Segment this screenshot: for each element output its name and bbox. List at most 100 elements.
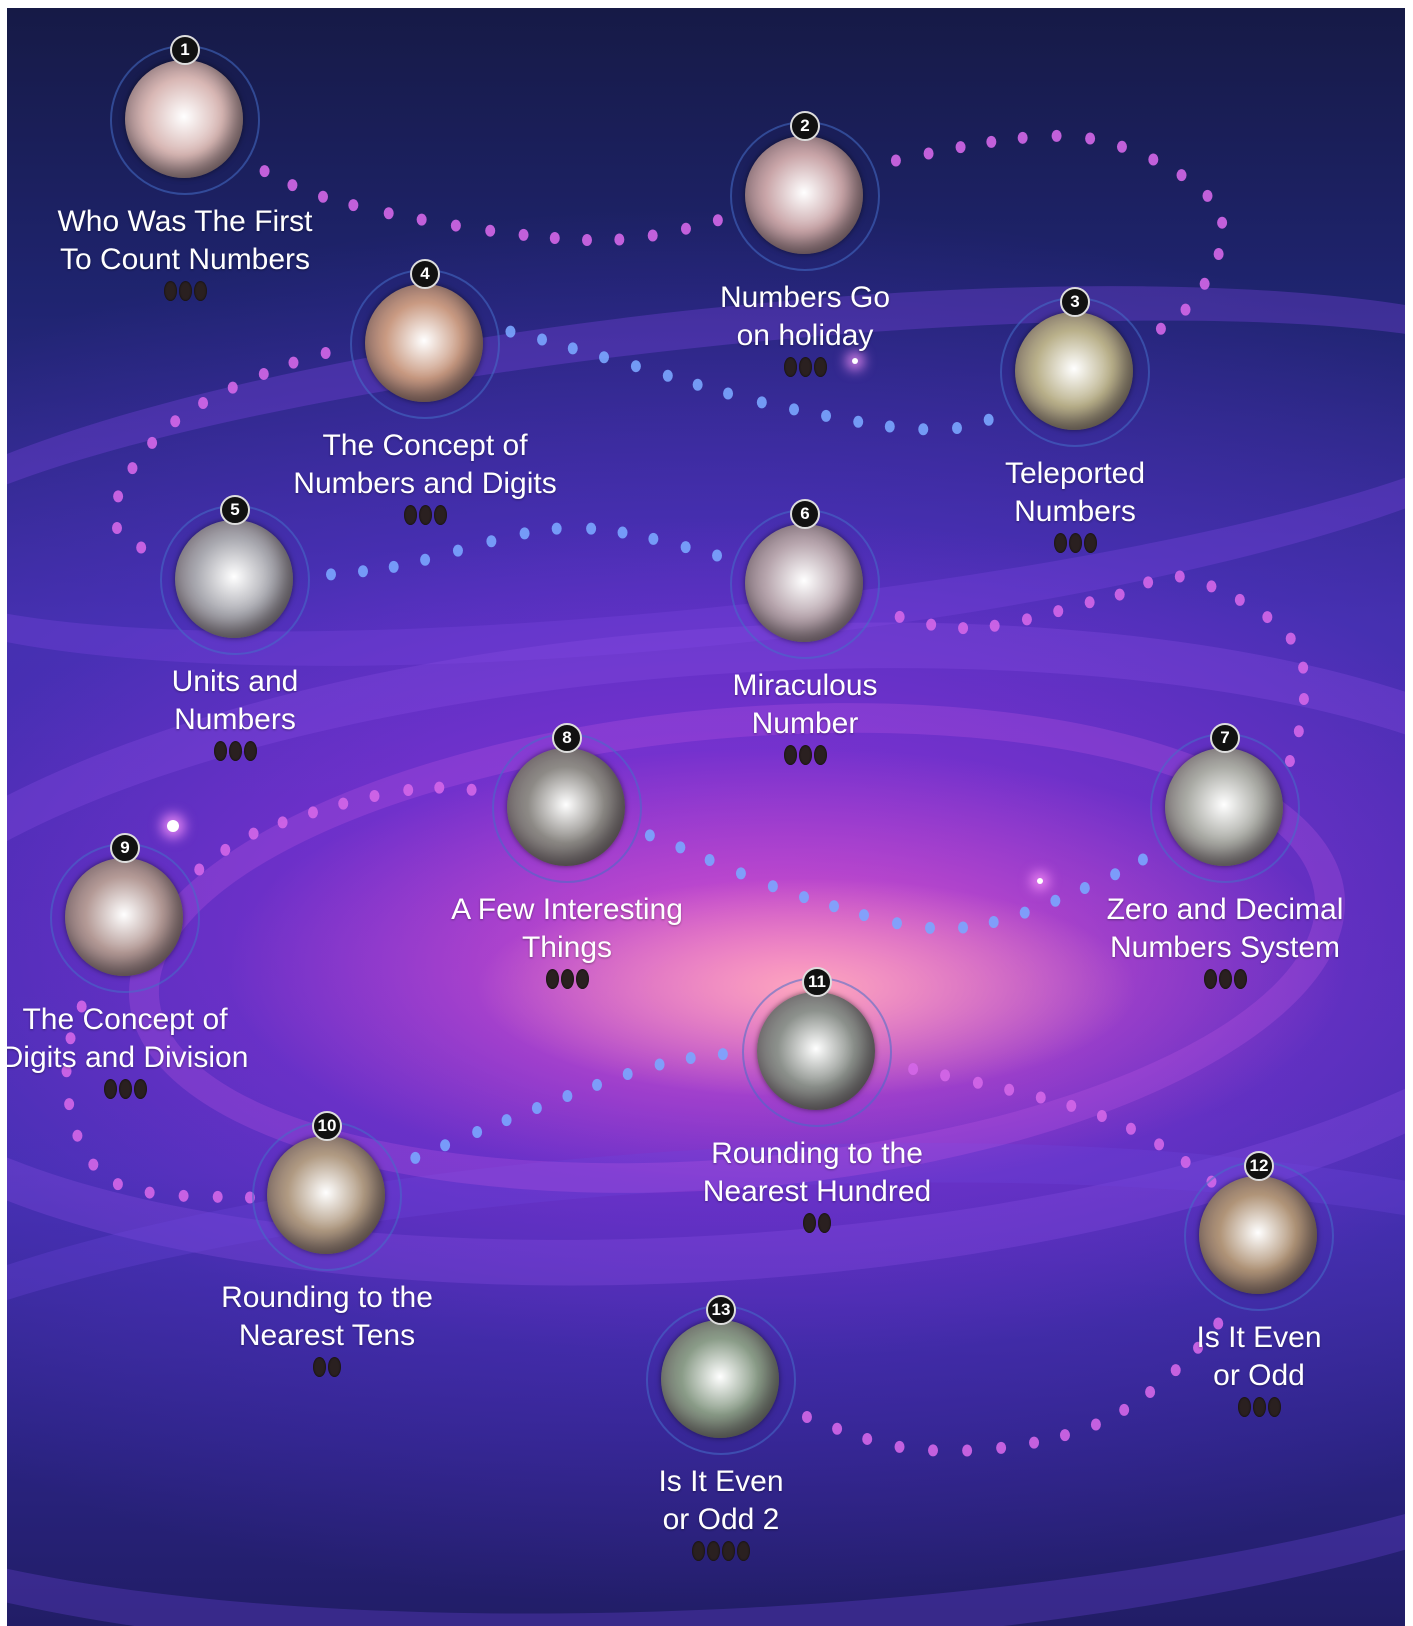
level-node-3[interactable]: 3 Teleported Numbers — [925, 287, 1225, 555]
path-dot — [1145, 1385, 1156, 1398]
level-stars — [1109, 1397, 1405, 1419]
star-icon — [737, 1541, 750, 1561]
path-dot — [472, 1125, 483, 1138]
level-node-11[interactable]: 11 Rounding to the Nearest Hundred — [667, 967, 967, 1235]
path-dot — [1213, 248, 1224, 261]
path-dot — [288, 356, 299, 369]
level-number-badge: 12 — [1244, 1151, 1274, 1181]
planet-button[interactable]: 4 — [350, 259, 500, 419]
path-dot — [926, 618, 937, 631]
path-dot — [147, 436, 158, 449]
path-dot — [403, 783, 414, 796]
path-dot — [647, 229, 658, 242]
path-dot — [220, 843, 231, 856]
path-dot — [958, 622, 969, 635]
path-dot — [798, 891, 809, 904]
path-dot — [622, 1068, 633, 1081]
planet-icon — [745, 136, 863, 254]
star-icon — [560, 969, 574, 989]
path-dot — [127, 462, 138, 475]
path-dot — [767, 880, 778, 893]
level-stars — [275, 505, 575, 527]
path-dot — [1193, 1341, 1204, 1354]
path-dot — [562, 1090, 573, 1103]
path-dot — [983, 413, 994, 426]
level-node-13[interactable]: 13 Is It Even or Odd 2 — [571, 1295, 871, 1563]
planet-button[interactable]: 1 — [110, 35, 260, 195]
level-node-12[interactable]: 12 Is It Even or Odd — [1109, 1151, 1405, 1419]
planet-button[interactable]: 7 — [1150, 723, 1300, 883]
path-dot — [1004, 1083, 1015, 1096]
planet-button[interactable]: 13 — [646, 1295, 796, 1455]
level-node-4[interactable]: 4 The Concept of Numbers and Digits — [275, 259, 575, 527]
star-icon — [243, 741, 257, 761]
path-dot — [259, 165, 270, 178]
level-node-2[interactable]: 2 Numbers Go on holiday — [655, 111, 955, 379]
sparkle-star — [852, 358, 858, 364]
path-dot — [537, 333, 548, 346]
path-dot — [789, 403, 800, 416]
path-dot — [485, 224, 496, 237]
path-dot — [599, 351, 610, 364]
level-node-9[interactable]: 9 The Concept of Digits and Division — [7, 833, 275, 1101]
planet-button[interactable]: 12 — [1184, 1151, 1334, 1311]
path-dot — [1199, 277, 1210, 290]
planet-icon — [1199, 1176, 1317, 1294]
planet-button[interactable]: 10 — [252, 1111, 402, 1271]
planet-icon — [757, 992, 875, 1110]
level-node-6[interactable]: 6 Miraculous Number — [655, 499, 955, 767]
path-dot — [1029, 1436, 1040, 1449]
level-title: The Concept of Numbers and Digits — [293, 429, 557, 500]
path-dot — [712, 214, 723, 227]
path-dot — [1234, 593, 1245, 606]
star-icon — [545, 969, 559, 989]
star-icon — [163, 281, 177, 301]
level-stars — [655, 357, 955, 379]
level-node-7[interactable]: 7 Zero and Decimal Numbers System — [1075, 723, 1375, 991]
planet-button[interactable]: 5 — [160, 495, 310, 655]
planet-button[interactable]: 6 — [730, 499, 880, 659]
planet-icon — [175, 520, 293, 638]
level-number-badge: 2 — [790, 111, 820, 141]
level-node-8[interactable]: 8 A Few Interesting Things — [417, 723, 717, 991]
star-icon — [133, 1079, 147, 1099]
sparkle-star — [1037, 878, 1043, 884]
level-title: Units and Numbers — [171, 665, 299, 736]
planet-button[interactable]: 8 — [492, 723, 642, 883]
star-icon — [228, 741, 242, 761]
path-dot — [918, 423, 929, 436]
path-dot — [735, 867, 746, 880]
star-icon — [818, 1213, 831, 1233]
path-dot — [648, 532, 659, 545]
level-number-badge: 3 — [1060, 287, 1090, 317]
star-icon — [813, 357, 827, 377]
star-icon — [418, 505, 432, 525]
path-dot — [1155, 322, 1166, 335]
path-dot — [712, 549, 723, 562]
level-title: Numbers Go on holiday — [719, 281, 891, 352]
star-icon — [1068, 533, 1082, 553]
star-icon — [103, 1079, 117, 1099]
level-number-badge: 6 — [790, 499, 820, 529]
level-node-5[interactable]: 5 Units and Numbers — [85, 495, 385, 763]
sparkle-star — [167, 820, 179, 832]
level-node-1[interactable]: 1 Who Was The First To Count Numbers — [35, 35, 335, 303]
path-dot — [1148, 153, 1159, 166]
path-dot — [317, 190, 328, 203]
planet-button[interactable]: 9 — [50, 833, 200, 993]
star-icon — [783, 745, 797, 765]
path-dot — [1021, 613, 1032, 626]
path-dot — [884, 420, 895, 433]
path-dot — [531, 1102, 542, 1115]
planet-button[interactable]: 2 — [730, 111, 880, 271]
planet-button[interactable]: 11 — [742, 967, 892, 1127]
level-node-10[interactable]: 10 Rounding to the Nearest Tens — [177, 1111, 477, 1379]
path-dot — [644, 829, 655, 842]
path-dot — [357, 565, 368, 578]
path-dot — [388, 560, 399, 573]
path-dot — [923, 147, 934, 160]
path-dot — [892, 917, 902, 930]
planet-button[interactable]: 3 — [1000, 287, 1150, 447]
path-dot — [630, 360, 641, 373]
level-number-badge: 13 — [706, 1295, 736, 1325]
